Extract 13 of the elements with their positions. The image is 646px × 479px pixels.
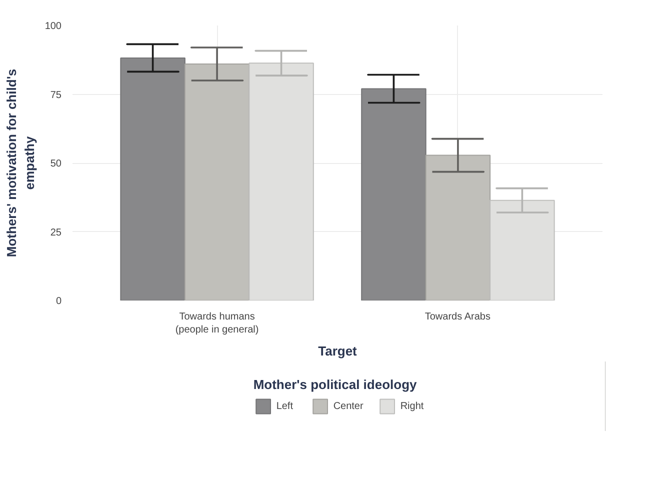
y-tick-label: 0 [56, 296, 62, 307]
y-tick-label: 25 [50, 227, 62, 238]
y-axis-title: Mothers' motivation for child's empathy [4, 68, 37, 258]
legend-label: Center [333, 400, 364, 412]
x-tick-label: Towards Arabs [424, 312, 490, 322]
y-tick-label: 50 [50, 158, 62, 170]
legend-title: Mother's political ideology [253, 377, 418, 392]
x-tick-label: Towards humans (people in general) [175, 312, 259, 336]
legend-label: Right [400, 400, 424, 412]
y-tick-label: 75 [50, 90, 62, 101]
x-axis-title: Target [318, 344, 358, 359]
y-tick-label: 100 [44, 21, 62, 32]
legend-label: Left [276, 400, 294, 412]
